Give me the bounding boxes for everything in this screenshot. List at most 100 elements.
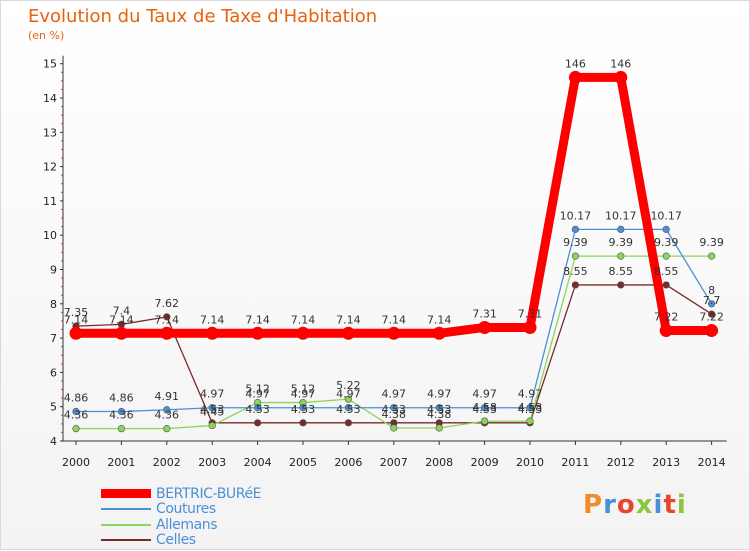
legend-label: Celles [156, 532, 196, 549]
y-tick-label: 5 [50, 401, 57, 414]
data-point [526, 404, 534, 412]
data-point [163, 313, 171, 321]
data-point [117, 407, 125, 416]
data-point [662, 281, 670, 289]
x-tick-label: 2004 [244, 456, 272, 469]
legend-label: Coutures [156, 501, 216, 518]
axes: 4 5 6 7 8 9 10 11 12 13 14 15 2000 2001 2002 2003 2004 20… [43, 55, 727, 469]
data-point [205, 326, 219, 340]
legend-item: Coutures [101, 501, 261, 518]
data-label: 4.53 [472, 403, 497, 416]
data-label: 4.38 [382, 408, 407, 421]
data-point [72, 425, 80, 433]
data-point [254, 419, 262, 427]
data-label: 4.58 [472, 401, 497, 414]
data-point [571, 252, 580, 260]
data-point [481, 404, 489, 412]
data-label: 7.4 [113, 304, 131, 317]
data-point [432, 326, 446, 340]
data-label: 146 [610, 57, 631, 70]
data-point [208, 404, 216, 412]
data-label: 7.31 [472, 307, 497, 320]
data-label: 7.22 [699, 311, 724, 324]
x-tick-label: 2012 [607, 456, 635, 469]
data-label: 9.39 [563, 236, 588, 249]
data-label: 7.35 [64, 306, 89, 319]
series-line-0 [71, 72, 717, 338]
data-point [617, 252, 625, 260]
data-point [296, 326, 310, 340]
data-point [160, 326, 174, 340]
data-point [662, 225, 670, 233]
data-label: 4.38 [427, 408, 452, 421]
legend-label: Allemans [156, 516, 218, 533]
y-tick-label: 4 [50, 435, 57, 448]
data-label: 7.14 [200, 313, 225, 326]
legend-item: Allemans [101, 517, 261, 533]
data-point [163, 425, 171, 433]
data-point [523, 320, 537, 334]
legend-swatch [101, 523, 151, 526]
data-label: 7.22 [654, 311, 679, 324]
data-label: 10.17 [605, 209, 637, 222]
data-label: 4.36 [64, 409, 89, 422]
data-label: 4.53 [336, 403, 361, 416]
data-label: 7.14 [245, 313, 270, 326]
data-point [478, 320, 492, 334]
data-point [344, 395, 353, 403]
data-label: 8.55 [563, 265, 588, 278]
data-label: 7.14 [427, 313, 452, 326]
data-label: 10.17 [560, 209, 592, 222]
x-tick-label: 2009 [471, 456, 499, 469]
data-point [707, 300, 716, 308]
y-tick-label: 14 [43, 92, 57, 105]
data-label: 5.12 [245, 383, 270, 396]
data-point [69, 326, 83, 340]
y-tick-label: 12 [43, 161, 57, 174]
data-label: 4.53 [518, 403, 543, 416]
data-label: 10.17 [650, 209, 682, 222]
y-tick-label: 6 [50, 366, 57, 379]
y-tick-label: 13 [43, 126, 57, 139]
data-point [435, 404, 443, 412]
data-label: 4.36 [155, 409, 180, 422]
data-label: 4.97 [427, 388, 452, 401]
y-tick-label: 9 [50, 264, 57, 277]
data-point [114, 326, 128, 340]
data-point [481, 417, 489, 425]
data-point [568, 70, 582, 84]
data-point [526, 417, 534, 425]
data-point [435, 424, 443, 432]
data-label: 146 [565, 57, 586, 70]
data-point [617, 281, 625, 289]
data-point [299, 404, 307, 412]
data-point [617, 225, 625, 233]
y-tick-label: 7 [50, 332, 57, 345]
data-point [341, 326, 355, 340]
data-point [614, 70, 628, 84]
x-tick-label: 2010 [516, 456, 544, 469]
y-tick-label: 15 [43, 58, 57, 71]
data-label: 7.62 [155, 297, 180, 310]
chart-unit: (en %) [28, 29, 65, 42]
data-point [705, 324, 719, 338]
legend-swatch [101, 489, 151, 499]
x-tick-label: 2000 [62, 456, 90, 469]
data-point [659, 324, 673, 338]
data-label: 4.97 [336, 388, 361, 401]
data-label: 9.39 [609, 236, 634, 249]
data-label: 4.53 [200, 403, 225, 416]
legend-item: BERTRIC-BURéE [101, 486, 262, 502]
data-point [707, 310, 716, 318]
data-label: 4.86 [64, 392, 89, 405]
data-labels: 7.14 7.14 7.14 7.14 7.14 7.14 7.14 7.14 7.14 7.31… [64, 57, 724, 421]
data-label: 8.55 [609, 265, 634, 278]
data-label: 4.53 [291, 403, 316, 416]
data-label: 7.14 [155, 313, 180, 326]
data-label: 7.14 [109, 313, 134, 326]
data-label: 4.97 [472, 388, 497, 401]
data-label: 4.97 [200, 388, 225, 401]
proxiti-logo: Proxiti [583, 490, 687, 520]
legend-swatch [101, 539, 151, 542]
